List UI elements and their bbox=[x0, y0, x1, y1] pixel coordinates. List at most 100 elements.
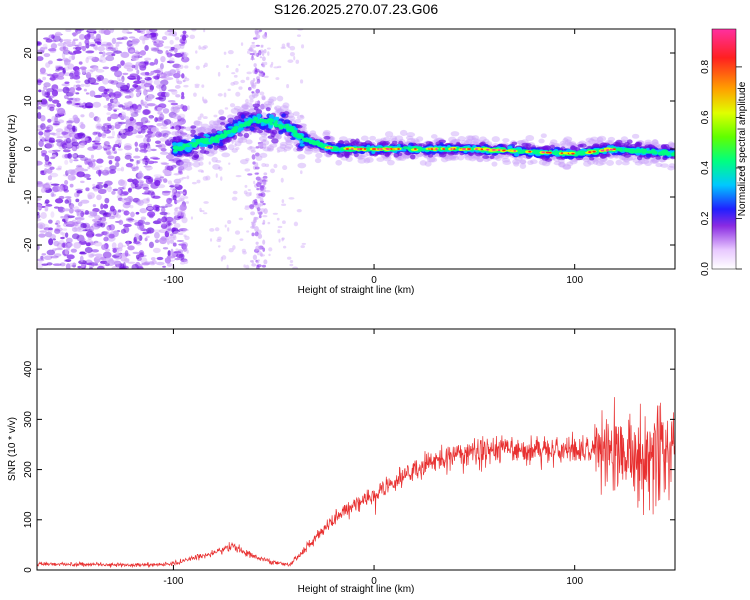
spectrogram-noise-blob bbox=[96, 223, 104, 227]
spectrogram-noise-blob bbox=[170, 102, 179, 106]
spectrogram-noise-blob bbox=[76, 216, 83, 220]
spectrogram-noise-blob bbox=[143, 60, 149, 65]
spectrogram-noise-blob bbox=[38, 183, 47, 188]
spectrogram-noise-blob bbox=[76, 208, 85, 212]
spectrogram-noise-blob bbox=[175, 200, 180, 204]
spectrogram-noise-blob bbox=[173, 210, 182, 217]
spectrogram-noise-blob bbox=[131, 64, 136, 69]
spectrogram-noise-blob bbox=[231, 141, 234, 145]
spectrogram-noise-blob bbox=[254, 198, 258, 204]
spectrogram-noise-blob bbox=[84, 247, 93, 253]
spectrogram-noise-blob bbox=[263, 172, 268, 176]
spectrogram-noise-blob bbox=[128, 41, 138, 45]
spectrogram-noise-blob bbox=[159, 176, 165, 179]
spectrogram-noise-blob bbox=[144, 155, 148, 161]
spectrogram-noise-blob bbox=[171, 31, 178, 37]
spectrogram-noise-blob bbox=[92, 218, 100, 222]
spectrogram-noise-blob bbox=[136, 160, 141, 164]
spectrogram-noise-blob bbox=[95, 233, 103, 237]
spectrogram-noise-blob bbox=[112, 188, 119, 192]
spectrogram-noise-blob bbox=[144, 71, 150, 76]
spectrogram-noise-blob bbox=[122, 262, 126, 269]
spectrogram-noise-blob bbox=[181, 210, 186, 213]
spectrogram-noise-blob bbox=[55, 139, 63, 143]
spectrogram-noise-blob bbox=[273, 163, 278, 169]
spectrogram-noise-blob bbox=[231, 72, 236, 75]
spectrogram-noise-blob bbox=[262, 215, 268, 218]
spectrogram-noise-blob bbox=[100, 260, 108, 265]
spectrogram-noise-blob bbox=[51, 89, 59, 97]
spectrogram-noise-blob bbox=[62, 149, 71, 153]
spectrogram-ridge-blob bbox=[398, 156, 407, 162]
spectrogram-noise-blob bbox=[62, 86, 70, 94]
spectrogram-noise-blob bbox=[85, 92, 90, 95]
spectrogram-noise-blob bbox=[103, 140, 110, 147]
spectrogram-noise-blob bbox=[184, 76, 187, 79]
spectrogram-ridge-blob bbox=[545, 158, 552, 162]
spectrogram-noise-blob bbox=[77, 228, 84, 233]
spectrogram-noise-blob bbox=[62, 242, 66, 248]
spectrogram-noise-blob bbox=[244, 98, 249, 104]
spectrogram-noise-blob bbox=[114, 252, 122, 256]
spectrogram-noise-blob bbox=[127, 261, 136, 264]
spectrogram-noise-blob bbox=[146, 137, 151, 143]
spectrogram-noise-blob bbox=[56, 136, 64, 139]
spectrogram-noise-blob bbox=[258, 29, 263, 32]
spectrogram-noise-blob bbox=[67, 174, 76, 181]
spectrogram-noise-blob bbox=[233, 74, 238, 78]
spectrogram-noise-blob bbox=[107, 185, 112, 193]
spectrogram-ridge-blob bbox=[570, 145, 576, 151]
spectrogram-noise-blob bbox=[177, 194, 181, 197]
spectrogram-ridge-blob bbox=[359, 154, 366, 160]
spectrogram-noise-blob bbox=[55, 167, 62, 171]
spectrogram-noise-blob bbox=[201, 84, 205, 88]
spectrogram-noise-blob bbox=[97, 132, 102, 138]
spectrogram-noise-blob bbox=[155, 140, 161, 144]
spectrogram-noise-blob bbox=[249, 46, 252, 51]
spectrogram-noise-blob bbox=[209, 124, 214, 129]
spectrogram-ridge-blob bbox=[218, 142, 224, 147]
spectrogram-noise-blob bbox=[85, 187, 90, 192]
spectrogram-noise-blob bbox=[137, 106, 142, 114]
spectrogram-noise-blob bbox=[262, 219, 266, 225]
spectrogram-noise-blob bbox=[40, 123, 46, 130]
spectrogram-noise-blob bbox=[140, 144, 147, 152]
spectrogram-noise-blob bbox=[154, 104, 158, 110]
spectrogram-noise-blob bbox=[148, 115, 153, 120]
spectrogram-noise-blob bbox=[74, 97, 81, 102]
spectrogram-noise-blob bbox=[52, 40, 57, 43]
spectrogram-noise-blob bbox=[173, 47, 178, 53]
spectrogram-noise-blob bbox=[65, 29, 72, 33]
spectrogram-noise-blob bbox=[39, 230, 47, 233]
spectrogram-noise-blob bbox=[162, 265, 167, 268]
spectrogram-noise-blob bbox=[114, 156, 121, 162]
spectrogram-noise-blob bbox=[50, 156, 56, 160]
spectrogram-noise-blob bbox=[258, 142, 264, 149]
spectrogram-noise-blob bbox=[261, 96, 266, 101]
spectrogram-noise-blob bbox=[121, 209, 125, 212]
spectrogram-noise-blob bbox=[282, 220, 286, 224]
spectrogram-noise-blob bbox=[235, 91, 241, 97]
spectrogram-noise-blob bbox=[46, 88, 55, 93]
spectrogram-noise-blob bbox=[111, 53, 116, 57]
spectrogram-noise-blob bbox=[295, 59, 300, 64]
spectrogram-noise-blob bbox=[140, 99, 144, 105]
spectrogram-noise-blob bbox=[183, 196, 189, 199]
spectrogram-noise-blob bbox=[137, 180, 145, 184]
spectrogram-noise-blob bbox=[214, 227, 220, 232]
spectrogram-noise-blob bbox=[261, 50, 265, 57]
spectrogram-noise-blob bbox=[91, 166, 100, 170]
spectrogram-ridge-blob bbox=[357, 157, 367, 164]
spectrogram-noise-blob bbox=[259, 56, 263, 59]
spectrogram-noise-blob bbox=[117, 242, 124, 249]
spectrogram-noise-blob bbox=[53, 240, 60, 247]
spectrogram-ridge-blob bbox=[430, 134, 438, 139]
spectrogram-noise-blob bbox=[276, 150, 281, 153]
spectrogram-noise-blob bbox=[65, 40, 73, 46]
spectrogram-ridge-blob bbox=[297, 154, 306, 160]
spectrogram-noise-blob bbox=[246, 230, 250, 233]
spectrogram-noise-blob bbox=[87, 77, 97, 85]
spectrogram-noise-blob bbox=[66, 120, 75, 124]
spectrogram-noise-blob bbox=[64, 199, 69, 204]
spectrogram-noise-blob bbox=[250, 57, 256, 61]
